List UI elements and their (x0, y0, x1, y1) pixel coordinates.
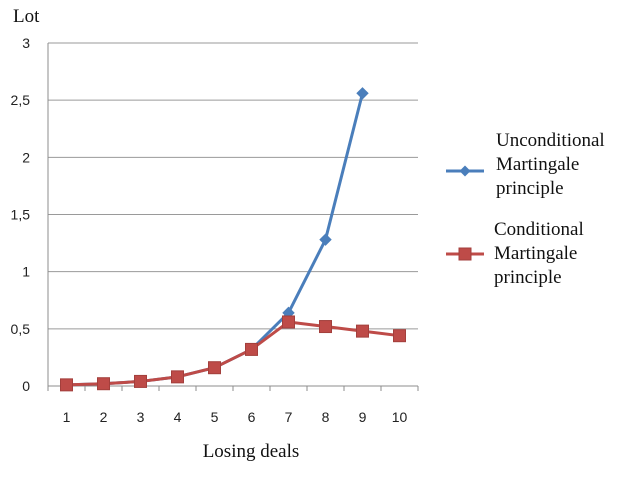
legend-marker-diamond (459, 165, 471, 177)
y-tick-label: 1,5 (11, 207, 31, 223)
y-tick-labels: 0 0,5 1 1,5 2 2,5 3 (11, 35, 31, 394)
x-tick-labels: 1 2 3 4 5 6 7 8 9 10 (63, 409, 408, 425)
data-point-square (356, 324, 369, 338)
x-tick-label: 8 (322, 409, 330, 425)
data-point-square (208, 361, 221, 375)
series-line (66, 92, 364, 387)
x-tick-label: 6 (248, 409, 256, 425)
gridlines (48, 42, 418, 387)
data-point-diamond (356, 87, 369, 100)
legend-marker-square (458, 247, 472, 261)
data-point-square (60, 378, 73, 392)
y-tick-label: 2 (22, 149, 30, 165)
y-tick-label: 2,5 (11, 92, 31, 108)
legend-label-line: Martingale (494, 243, 577, 264)
y-tick-label: 3 (22, 35, 30, 51)
x-tick-label: 9 (359, 409, 367, 425)
series-2 (60, 315, 406, 392)
y-tick-label: 0 (22, 378, 30, 394)
legend-item-1: Unconditional Martingale principle (446, 130, 605, 199)
x-tick-label: 4 (174, 409, 182, 425)
legend-item-2: Conditional Martingale principle (446, 219, 584, 288)
data-point-square (245, 342, 258, 356)
y-axis-title: Lot (13, 6, 40, 27)
data-point-square (282, 315, 295, 329)
data-point-diamond (319, 233, 332, 246)
data-point-square (319, 320, 332, 334)
legend-label-line: Conditional (494, 219, 584, 240)
legend: UnconditionalMartingaleprincipleConditio… (446, 130, 605, 288)
x-tick-label: 10 (392, 409, 408, 425)
data-point-square (171, 370, 184, 384)
x-tick-label: 2 (100, 409, 108, 425)
data-point-square (393, 329, 406, 343)
legend-label-line: Martingale (496, 154, 579, 175)
series-1 (60, 87, 369, 392)
data-point-square (134, 374, 147, 388)
x-axis-title: Losing deals (203, 441, 300, 462)
x-tick-label: 1 (63, 409, 71, 425)
data-point-square (97, 377, 110, 391)
y-tick-label: 1 (22, 264, 30, 280)
x-tick-label: 7 (285, 409, 293, 425)
x-tick-label: 5 (211, 409, 219, 425)
legend-label-line: Unconditional (496, 130, 605, 151)
y-tick-label: 0,5 (11, 321, 31, 337)
legend-label-line: principle (494, 267, 562, 288)
legend-label-line: principle (496, 178, 564, 199)
x-tick-label: 3 (137, 409, 145, 425)
series-group (60, 87, 406, 392)
series-line (66, 320, 400, 387)
